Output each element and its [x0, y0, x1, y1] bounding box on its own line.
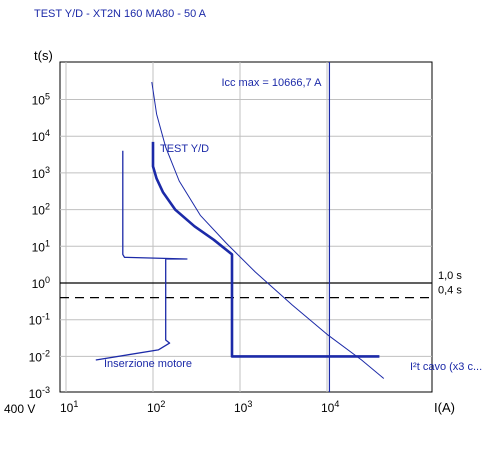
series-label: I²t cavo (x3 c...	[410, 361, 482, 373]
y-tick-label: 10-3	[29, 385, 50, 401]
curves	[95, 81, 385, 379]
y-tick-label: 103	[32, 165, 50, 181]
series-label: TEST Y/D	[160, 143, 209, 155]
y-tick-label: 102	[32, 202, 50, 218]
y-tick-label: 104	[32, 128, 50, 144]
reference-line-label: 1,0 s	[438, 270, 462, 282]
y-tick-label: 10-2	[29, 348, 50, 364]
y-tick-labels: 105 104 103 102 101 100 10-1 10-2 10-3	[29, 92, 50, 402]
cable-withstand-curve	[151, 81, 385, 379]
y-tick-label: 105	[32, 92, 50, 108]
icc-max-label: Icc max = 10666,7 A	[221, 77, 322, 89]
y-axis-label: t(s)	[34, 48, 53, 63]
x-tick-labels: 101 102 103 104	[60, 399, 339, 415]
motor-starting-curve	[95, 150, 188, 361]
x-tick-label: 103	[234, 399, 252, 415]
chart-title: TEST Y/D - XT2N 160 MA80 - 50 A	[34, 8, 207, 20]
x-tick-label: 104	[321, 399, 339, 415]
plot-area	[59, 61, 433, 393]
short-circuit-lines: Icc max = 10666,7 A	[221, 62, 331, 392]
x-tick-label: 102	[147, 399, 165, 415]
series-label: Inserzione motore	[104, 358, 192, 370]
voltage-label: 400 V	[4, 402, 35, 416]
y-tick-label: 100	[32, 275, 50, 291]
y-tick-label: 101	[32, 238, 50, 254]
reference-line-label: 0,4 s	[438, 285, 462, 297]
trip-curve	[151, 141, 380, 358]
x-axis-label: I(A)	[434, 400, 455, 415]
x-tick-label: 101	[60, 399, 78, 415]
curve-labels: TEST Y/D I²t cavo (x3 c... Inserzione moto…	[104, 143, 482, 373]
time-reference-lines: 1,0 s 0,4 s	[60, 270, 462, 299]
y-tick-label: 10-1	[29, 312, 50, 328]
grid	[60, 62, 432, 392]
